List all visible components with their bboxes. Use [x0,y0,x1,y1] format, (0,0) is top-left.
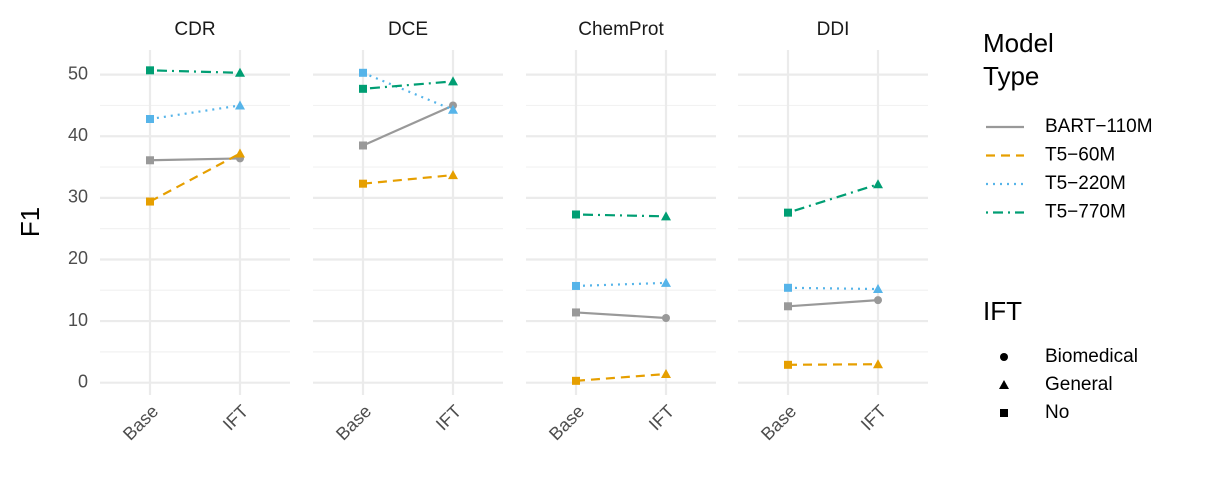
facet-title: ChemProt [578,19,664,40]
point [874,296,882,305]
line [575,311,667,320]
point [662,313,670,322]
point [873,284,883,294]
legend-label: T5−220M [1045,173,1126,194]
y-tick-label: 20 [68,248,88,268]
line [362,80,454,90]
y-tick-label: 10 [68,310,88,330]
point [873,359,883,369]
line [362,173,454,185]
point [448,104,458,114]
point [784,360,792,369]
line [787,299,879,308]
point [572,308,580,317]
point [146,197,154,206]
legend-key [1000,353,1008,361]
point [572,376,580,385]
point [146,66,154,75]
line [149,152,241,203]
line [575,213,667,218]
point [448,170,458,180]
point [359,141,367,150]
point [572,210,580,219]
point [784,302,792,311]
legend-title: Model [983,28,1054,58]
legend-title: Type [983,61,1039,91]
y-tick-label: 40 [68,125,88,145]
facet-title: CDR [174,19,215,40]
point [784,208,792,217]
legend-label: T5−60M [1045,145,1115,166]
point [235,100,245,110]
legend-label: General [1045,374,1113,395]
facet-title: DCE [388,19,428,40]
y-tick-label: 0 [78,371,88,391]
line [362,71,454,111]
point [873,179,883,189]
point [146,156,154,165]
facet-title: DDI [817,19,850,40]
legend-label: T5−770M [1045,202,1126,223]
shape-legend-title: IFT [983,296,1022,326]
x-tick-label: Base [119,401,162,444]
x-tick-label: IFT [219,401,252,434]
y-tick-label: 50 [68,63,88,83]
legend-label: BART−110M [1045,116,1153,137]
point [359,179,367,188]
point [359,68,367,77]
line [787,183,879,214]
x-tick-label: Base [332,401,375,444]
point [235,148,245,158]
x-tick-label: IFT [432,401,465,434]
point [146,115,154,123]
point [661,277,671,287]
y-tick-label: 30 [68,187,88,207]
x-tick-label: Base [757,401,800,444]
line [149,69,241,74]
legend-key [999,380,1009,389]
legend-key [1000,409,1008,417]
line [787,363,879,366]
point [359,84,367,93]
line [149,157,241,162]
point [661,369,671,379]
legend-label: Biomedical [1045,346,1138,367]
line [149,104,241,121]
x-tick-label: IFT [857,401,890,434]
x-tick-label: IFT [645,401,678,434]
y-axis-title: F1 [15,207,45,237]
point [784,283,792,292]
point [572,281,580,290]
x-tick-label: Base [545,401,588,444]
legend-label: No [1045,402,1069,423]
point [448,76,458,86]
point [235,67,245,77]
line [575,372,667,382]
line [575,281,667,288]
line [787,286,879,291]
point [661,211,671,221]
line [362,104,454,147]
